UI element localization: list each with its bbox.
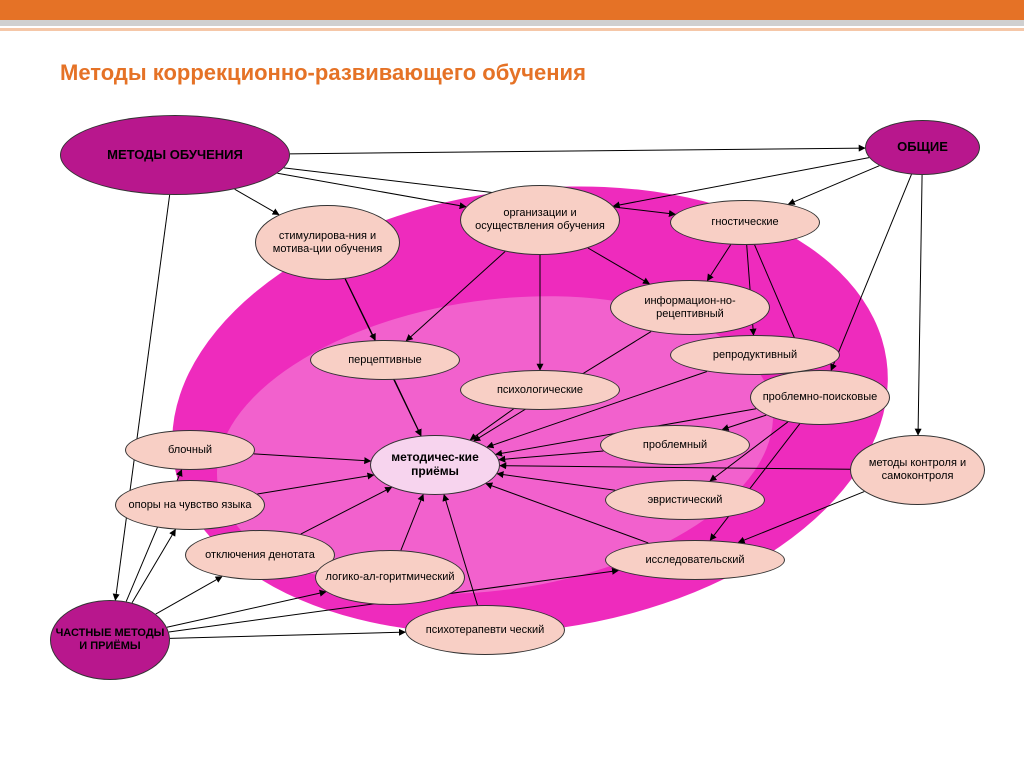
edge <box>831 174 911 370</box>
edge <box>132 530 175 603</box>
node-stimul: стимулирова-ния и мотива-ции обучения <box>255 205 400 280</box>
edge <box>722 415 766 429</box>
node-otkl: отключения денотата <box>185 530 335 580</box>
edge <box>406 251 505 340</box>
edge <box>254 454 371 461</box>
node-obshie: ОБЩИЕ <box>865 120 980 175</box>
edge <box>394 380 421 436</box>
edge <box>613 158 869 206</box>
edge <box>401 495 423 551</box>
node-issled: исследовательский <box>605 540 785 580</box>
edge <box>918 175 922 435</box>
node-gnost: гностические <box>670 200 820 245</box>
edge <box>301 487 392 534</box>
node-metody_obuch: МЕТОДЫ ОБУЧЕНИЯ <box>60 115 290 195</box>
edge <box>290 148 865 154</box>
node-probl_poisk: проблемно-поисковые <box>750 370 890 425</box>
edge <box>470 409 513 440</box>
edge <box>707 245 730 281</box>
node-inform: информацион-но-рецептивный <box>610 280 770 335</box>
node-chastnye: ЧАСТНЫЕ МЕТОДЫ И ПРИЁМЫ <box>50 600 170 680</box>
concept-diagram: МЕТОДЫ ОБУЧЕНИЯ ОБЩИЕ ЧАСТНЫЕ МЕТОДЫ И ПРИ… <box>30 110 990 730</box>
node-logiko: логико-ал-горитмический <box>315 550 465 605</box>
node-psihoter: психотерапевти ческий <box>405 605 565 655</box>
edge <box>235 189 279 214</box>
edge <box>167 592 326 628</box>
edge <box>497 474 615 491</box>
header-bar <box>0 0 1024 20</box>
page-title: Методы коррекционно-развивающего обучени… <box>60 60 586 86</box>
node-opory: опоры на чувство языка <box>115 480 265 530</box>
edge <box>588 248 649 284</box>
edge <box>156 577 222 615</box>
node-percept: перцептивные <box>310 340 460 380</box>
node-kontrol: методы контроля и самоконтроля <box>850 435 985 505</box>
edge <box>500 466 850 470</box>
node-center: методичес-кие приёмы <box>370 435 500 495</box>
edge <box>499 451 603 460</box>
edge <box>257 475 373 494</box>
node-reprod: репродуктивный <box>670 335 840 375</box>
node-organiz: организации и осуществления обучения <box>460 185 620 255</box>
edge <box>788 166 879 204</box>
header-sub-bar-2 <box>0 28 1024 31</box>
node-problem: проблемный <box>600 425 750 465</box>
edge <box>170 632 405 638</box>
edge <box>115 195 169 600</box>
node-blochn: блочный <box>125 430 255 470</box>
header-sub-bar <box>0 20 1024 26</box>
node-psiholog: психологические <box>460 370 620 410</box>
node-evrist: эвристический <box>605 480 765 520</box>
